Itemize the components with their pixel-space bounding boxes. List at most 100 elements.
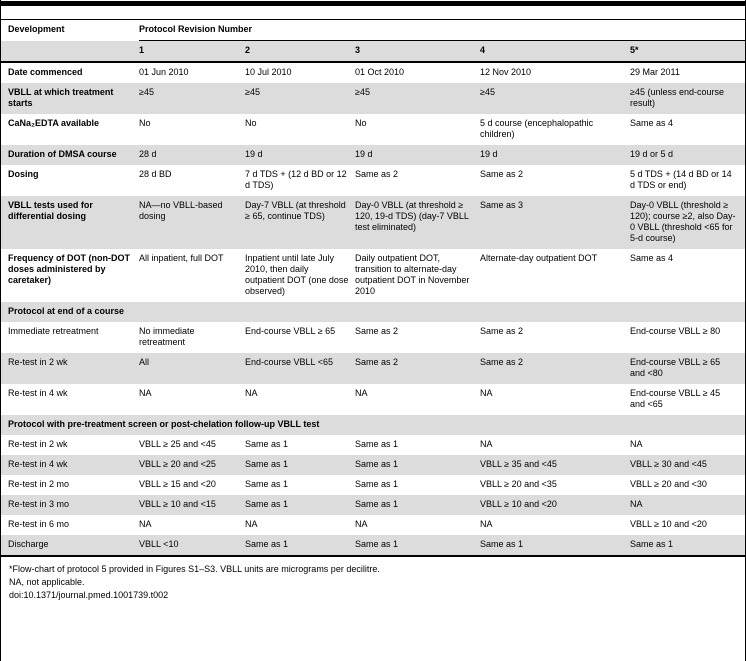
table-row: VBLL tests used for differential dosing …	[1, 196, 745, 249]
table-row: Immediate retreatment No immediate retre…	[1, 322, 745, 353]
cell: NA	[139, 519, 152, 529]
top-thick-rule	[0, 1, 746, 6]
left-border-rule	[0, 0, 1, 661]
cell: Same as 1	[355, 539, 399, 549]
cell: NA	[630, 439, 643, 449]
cell: 12 Nov 2010	[480, 67, 532, 77]
cell: Same as 1	[355, 479, 399, 489]
table-row: Dosing 28 d BD 7 d TDS + (12 d BD or 12 …	[1, 165, 745, 196]
table-row: Discharge VBLL <10 Same as 1 Same as 1 S…	[1, 535, 745, 556]
cell: Same as 1	[245, 499, 289, 509]
column-header-development: Development	[8, 24, 65, 34]
cell: Same as 1	[245, 539, 289, 549]
cell: Same as 2	[480, 169, 524, 179]
cell: 5 d TDS + (14 d BD or 14 d TDS or end)	[630, 169, 732, 190]
footnote-doi: doi:10.1371/journal.pmed.1001739.t002	[9, 590, 169, 600]
row-label: Re-test in 6 mo	[8, 519, 70, 529]
table-row: CaNa₂EDTA available No No No 5 d course …	[1, 114, 745, 145]
cell: VBLL ≥ 25 and <45	[139, 439, 216, 449]
cell: No	[245, 118, 257, 128]
cell: End-course VBLL ≥ 80	[630, 326, 721, 336]
cell: 19 d	[480, 149, 498, 159]
cell: 28 d BD	[139, 169, 172, 179]
cell: VBLL ≥ 20 and <35	[480, 479, 557, 489]
row-label: Discharge	[8, 539, 49, 549]
cell: Same as 2	[355, 169, 399, 179]
cell: All	[139, 357, 150, 367]
cell: ≥45	[480, 87, 495, 97]
cell: Same as 3	[480, 200, 524, 210]
table-row: Re-test in 2 wk All End-course VBLL <65 …	[1, 353, 745, 384]
column-header-revision-2: 2	[245, 45, 251, 55]
cell: Inpatient until late July 2010, then dai…	[245, 253, 349, 296]
table-body: Date commenced 01 Jun 2010 10 Jul 2010 0…	[1, 62, 745, 556]
table-row: Duration of DMSA course 28 d 19 d 19 d 1…	[1, 145, 745, 165]
row-label: Re-test in 3 mo	[8, 499, 70, 509]
cell: Same as 1	[355, 459, 399, 469]
cell: VBLL ≥ 20 and <30	[630, 479, 707, 489]
cell: Day-7 VBLL (at threshold ≥ 65, continue …	[245, 200, 346, 221]
row-label: Re-test in 2 mo	[8, 479, 70, 489]
footnote-flowchart: *Flow-chart of protocol 5 provided in Fi…	[9, 564, 380, 574]
cell: VBLL ≥ 35 and <45	[480, 459, 557, 469]
row-label: Re-test in 4 wk	[8, 459, 68, 469]
row-label: Immediate retreatment	[8, 326, 99, 336]
column-group-header: Protocol Revision Number	[139, 19, 745, 41]
section-row: Protocol with pre-treatment screen or po…	[1, 415, 745, 435]
cell: ≥45	[355, 87, 370, 97]
row-label: VBLL tests used for differential dosing	[8, 200, 93, 221]
cell: Same as 1	[355, 499, 399, 509]
cell: ≥45	[245, 87, 260, 97]
cell: NA	[245, 519, 258, 529]
cell: 19 d	[355, 149, 373, 159]
cell: Day-0 VBLL (threshold ≥ 120); course ≥2,…	[630, 200, 736, 243]
revision-number-row: 1 2 3 4 5*	[1, 40, 745, 63]
table-row: Re-test in 4 wk VBLL ≥ 20 and <25 Same a…	[1, 455, 745, 475]
table-row: Re-test in 2 wk VBLL ≥ 25 and <45 Same a…	[1, 435, 745, 455]
cell: NA	[355, 519, 368, 529]
column-header-revision-1: 1	[139, 45, 145, 55]
cell: Same as 1	[245, 459, 289, 469]
row-label: Re-test in 2 wk	[8, 357, 68, 367]
footnotes: *Flow-chart of protocol 5 provided in Fi…	[9, 563, 734, 602]
cell: Same as 4	[630, 253, 674, 263]
cell: 01 Oct 2010	[355, 67, 405, 77]
cell: Same as 1	[245, 479, 289, 489]
cell: NA	[480, 439, 493, 449]
section-label: Protocol with pre-treatment screen or po…	[8, 419, 320, 429]
cell: Same as 1	[245, 439, 289, 449]
row-label: Duration of DMSA course	[8, 149, 117, 159]
empty-header-cell	[1, 41, 139, 63]
cell: 19 d or 5 d	[630, 149, 674, 159]
row-label: VBLL at which treatment starts	[8, 87, 114, 108]
column-header-revision-5: 5*	[630, 45, 639, 55]
cell: 19 d	[245, 149, 263, 159]
cell: VBLL ≥ 30 and <45	[630, 459, 707, 469]
cell: 7 d TDS + (12 d BD or 12 d TDS)	[245, 169, 347, 190]
row-label: Dosing	[8, 169, 39, 179]
cell: NA	[245, 388, 258, 398]
cell: End-course VBLL ≥ 65	[245, 326, 336, 336]
column-header-revision-3: 3	[355, 45, 361, 55]
protocol-revision-table: Development Protocol Revision Number 1 2…	[1, 19, 745, 557]
section-row: Protocol at end of a course	[1, 302, 745, 322]
table-row: VBLL at which treatment starts ≥45 ≥45 ≥…	[1, 83, 745, 114]
cell: NA—no VBLL-based dosing	[139, 200, 223, 221]
cell: Same as 2	[355, 326, 399, 336]
cell: 10 Jul 2010	[245, 67, 292, 77]
cell: End-course VBLL ≥ 65 and <80	[630, 357, 721, 378]
row-label: Re-test in 2 wk	[8, 439, 68, 449]
cell: VBLL ≥ 10 and <20	[630, 519, 707, 529]
cell: 01 Jun 2010	[139, 67, 189, 77]
table-row: Frequency of DOT (non-DOT doses administ…	[1, 249, 745, 302]
cell: Same as 4	[630, 118, 674, 128]
cell: VBLL ≥ 20 and <25	[139, 459, 216, 469]
cell: ≥45	[139, 87, 154, 97]
cell: Same as 2	[480, 326, 524, 336]
cell: 5 d course (encephalopathic children)	[480, 118, 594, 139]
cell: No immediate retreatment	[139, 326, 195, 347]
cell: Day-0 VBLL (at threshold ≥ 120, 19-d TDS…	[355, 200, 469, 232]
cell: No	[355, 118, 367, 128]
cell: NA	[480, 519, 493, 529]
